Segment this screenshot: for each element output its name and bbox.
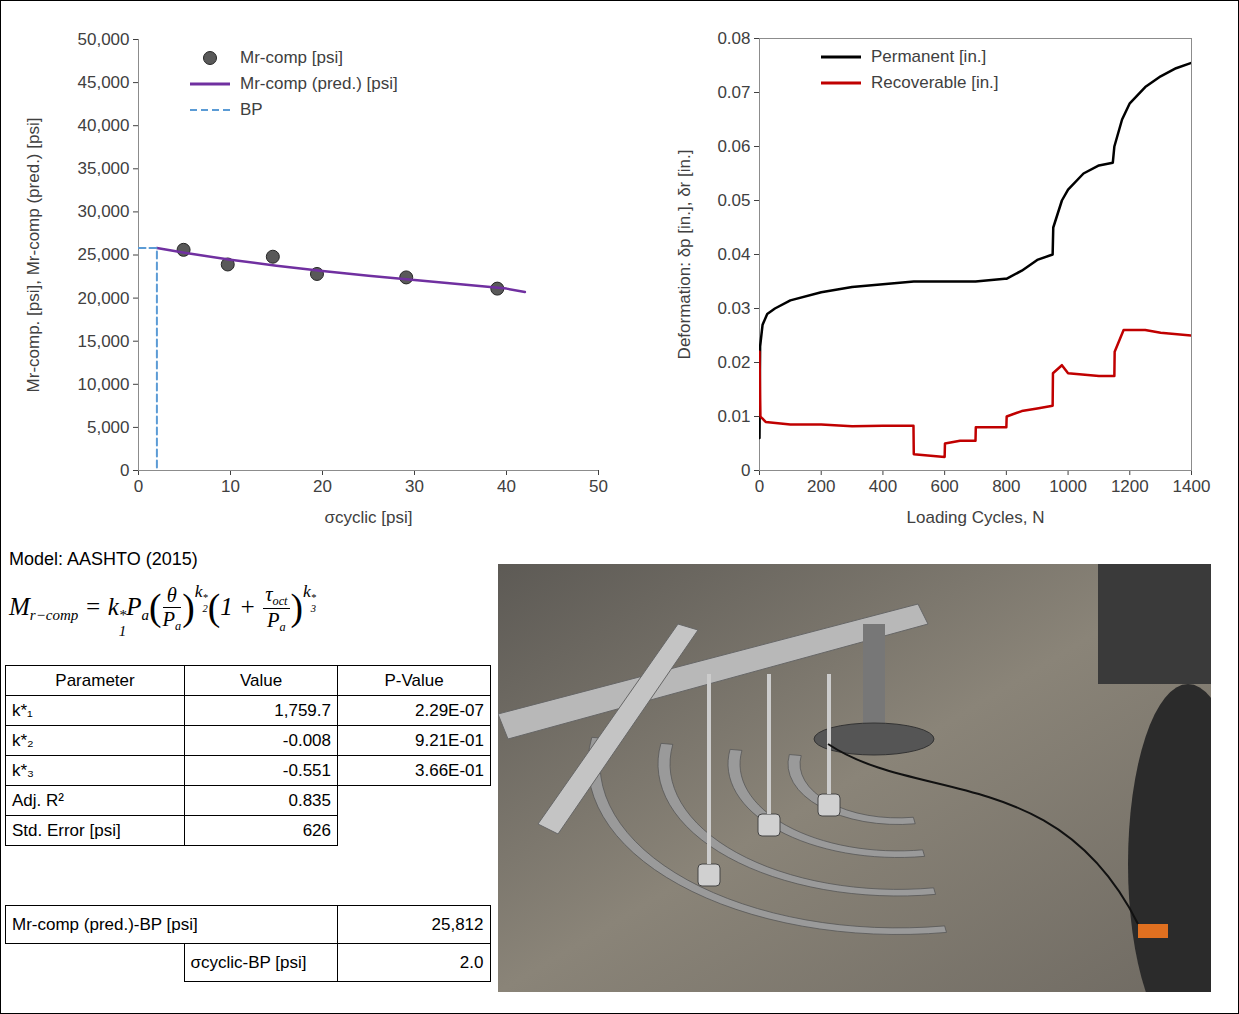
- svg-text:0: 0: [134, 477, 143, 496]
- svg-text:0.07: 0.07: [717, 83, 750, 102]
- html-text:2: 2: [202, 602, 208, 614]
- html-text:Recoverable [in.]: Recoverable [in.]: [871, 73, 999, 92]
- html-text:Value: Value: [239, 670, 283, 690]
- html-text:3.66E-01: 3.66E-01: [415, 760, 484, 780]
- html-text:Mr-comp [psi]: Mr-comp [psi]: [240, 48, 343, 67]
- html-text:-0.008: -0.008: [282, 730, 331, 750]
- html-text:Pa: Pa: [267, 609, 286, 634]
- html-text:Permanent [in.]: Permanent [in.]: [871, 47, 987, 66]
- svg-text:0: 0: [120, 461, 129, 480]
- svg-text:40,000: 40,000: [78, 116, 130, 135]
- html-text:Model: AASHTO (2015): Model: AASHTO (2015): [9, 549, 198, 569]
- html-text:Mr-comp (pred.) [psi]: Mr-comp (pred.) [psi]: [240, 74, 398, 93]
- html-text:2.0: 2.0: [459, 952, 484, 972]
- svg-text:10,000: 10,000: [78, 375, 130, 394]
- html-text:(θ: (θ: [149, 584, 177, 627]
- svg-text:0.02: 0.02: [717, 353, 750, 372]
- html-text:(1 +τoct: (1 +τoct: [207, 583, 288, 627]
- svg-text:200: 200: [807, 477, 835, 496]
- svg-text:0.08: 0.08: [717, 29, 750, 48]
- svg-text:50,000: 50,000: [78, 30, 130, 49]
- svg-text:1200: 1200: [1111, 477, 1149, 496]
- html-text:P-Value: P-Value: [384, 670, 444, 690]
- html-text:k*: k*: [194, 581, 208, 603]
- svg-text:10: 10: [221, 477, 240, 496]
- svg-text:1400: 1400: [1173, 477, 1211, 496]
- html-text:3: 3: [310, 602, 316, 614]
- html-text:-0.551: -0.551: [282, 760, 331, 780]
- svg-text:0.06: 0.06: [717, 137, 750, 156]
- html-text:k*₂: k*₂: [12, 730, 34, 750]
- html-text:9.21E-01: 9.21E-01: [415, 730, 484, 750]
- svg-text:Mr-comp. [psi], Mr-comp (pred.: Mr-comp. [psi], Mr-comp (pred.) [psi]: [24, 118, 43, 393]
- svg-text:5,000: 5,000: [87, 418, 130, 437]
- html-text:2.29E-07: 2.29E-07: [415, 700, 484, 720]
- svg-text:400: 400: [869, 477, 897, 496]
- html-text:Adj. R²: Adj. R²: [12, 790, 64, 810]
- html-text:Pa: Pa: [162, 607, 182, 633]
- html-text:Parameter: Parameter: [55, 670, 135, 690]
- html-text:626: 626: [302, 820, 331, 840]
- html-text:σcyclic-BP [psi]: σcyclic-BP [psi]: [190, 952, 307, 972]
- svg-text:20: 20: [313, 477, 332, 496]
- svg-text:1000: 1000: [1049, 477, 1087, 496]
- html-text:1,759.7: 1,759.7: [274, 700, 331, 720]
- svg-text:50: 50: [589, 477, 608, 496]
- html-text:k*₃: k*₃: [12, 760, 34, 780]
- svg-text:0.01: 0.01: [717, 407, 750, 426]
- svg-text:45,000: 45,000: [78, 73, 130, 92]
- svg-text:30,000: 30,000: [78, 202, 130, 221]
- html-text:BP: BP: [240, 100, 263, 119]
- svg-text:0: 0: [755, 477, 764, 496]
- html-text:0.835: 0.835: [288, 790, 331, 810]
- svg-text:σcyclic [psi]: σcyclic [psi]: [325, 508, 413, 527]
- svg-text:25,000: 25,000: [78, 245, 130, 264]
- html-text:Mr−comp= k*: Mr−comp= k*: [9, 592, 127, 623]
- svg-text:35,000: 35,000: [78, 159, 130, 178]
- svg-text:Deformation: δp [in.], δr [in.: Deformation: δp [in.], δr [in.]: [675, 150, 694, 360]
- svg-text:20,000: 20,000: [78, 289, 130, 308]
- svg-text:0.04: 0.04: [717, 245, 750, 264]
- html-text:Std. Error [psi]: Std. Error [psi]: [12, 820, 121, 840]
- html-text:1: 1: [118, 622, 127, 639]
- svg-text:0.03: 0.03: [717, 299, 750, 318]
- svg-text:Loading Cycles, N: Loading Cycles, N: [907, 508, 1045, 527]
- html-text:k*: k*: [303, 581, 316, 603]
- svg-text:0.05: 0.05: [717, 191, 750, 210]
- html-text:25,812: 25,812: [431, 914, 484, 934]
- svg-text:600: 600: [930, 477, 958, 496]
- html-text:k*₁: k*₁: [12, 700, 33, 720]
- svg-text:40: 40: [497, 477, 516, 496]
- html-text:Mr-comp (pred.)-BP [psi]: Mr-comp (pred.)-BP [psi]: [12, 914, 198, 934]
- svg-text:800: 800: [992, 477, 1020, 496]
- svg-text:0: 0: [741, 461, 750, 480]
- html-text:Pa: Pa: [126, 592, 149, 622]
- svg-text:30: 30: [405, 477, 424, 496]
- svg-text:15,000: 15,000: [78, 332, 130, 351]
